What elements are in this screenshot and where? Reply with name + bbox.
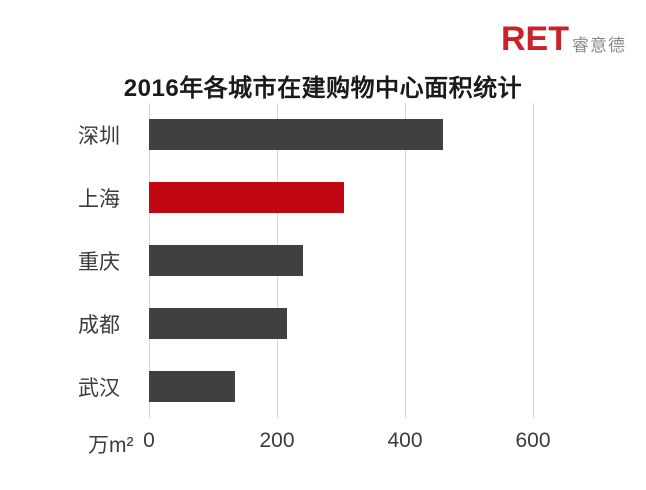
bar-row: 重庆: [78, 229, 590, 292]
category-label: 武汉: [78, 376, 120, 400]
bar-row: 深圳: [78, 103, 590, 166]
bar-track: [149, 119, 590, 150]
bar-row: 上海: [78, 166, 590, 229]
category-label: 上海: [78, 187, 120, 211]
bar: [149, 119, 444, 150]
x-tick-0: 0: [143, 429, 155, 452]
plot-area: 深圳上海重庆成都武汉: [78, 103, 590, 418]
bar-track: [149, 182, 590, 213]
bar-track: [149, 308, 590, 339]
bar-rows: 深圳上海重庆成都武汉: [78, 103, 590, 418]
x-tick-200: 200: [259, 429, 295, 452]
bar-track: [149, 371, 590, 402]
x-tick-400: 400: [387, 429, 423, 452]
bar: [149, 245, 303, 276]
x-axis: 万m² 0 200 400 600: [78, 429, 590, 457]
bar-highlighted: [149, 182, 345, 213]
chart-title: 2016年各城市在建购物中心面积统计: [123, 75, 523, 102]
category-label: 深圳: [78, 124, 120, 148]
bar-chart: 深圳上海重庆成都武汉 万m² 0 200 400 600: [78, 103, 590, 457]
bar: [149, 308, 287, 339]
brand-logo-suffix: 睿意德: [572, 36, 626, 55]
bar: [149, 371, 236, 402]
bar-row: 成都: [78, 292, 590, 355]
x-tick-600: 600: [515, 429, 551, 452]
category-label: 重庆: [78, 250, 120, 274]
brand-logo: RET 睿意德: [501, 22, 626, 56]
bar-track: [149, 245, 590, 276]
gridline-600: [533, 103, 534, 418]
gridline-400: [405, 103, 406, 418]
bar-row: 武汉: [78, 355, 590, 418]
axis-unit-label: 万m²: [88, 434, 134, 457]
category-label: 成都: [78, 313, 120, 337]
brand-logo-text: RET: [501, 20, 569, 58]
